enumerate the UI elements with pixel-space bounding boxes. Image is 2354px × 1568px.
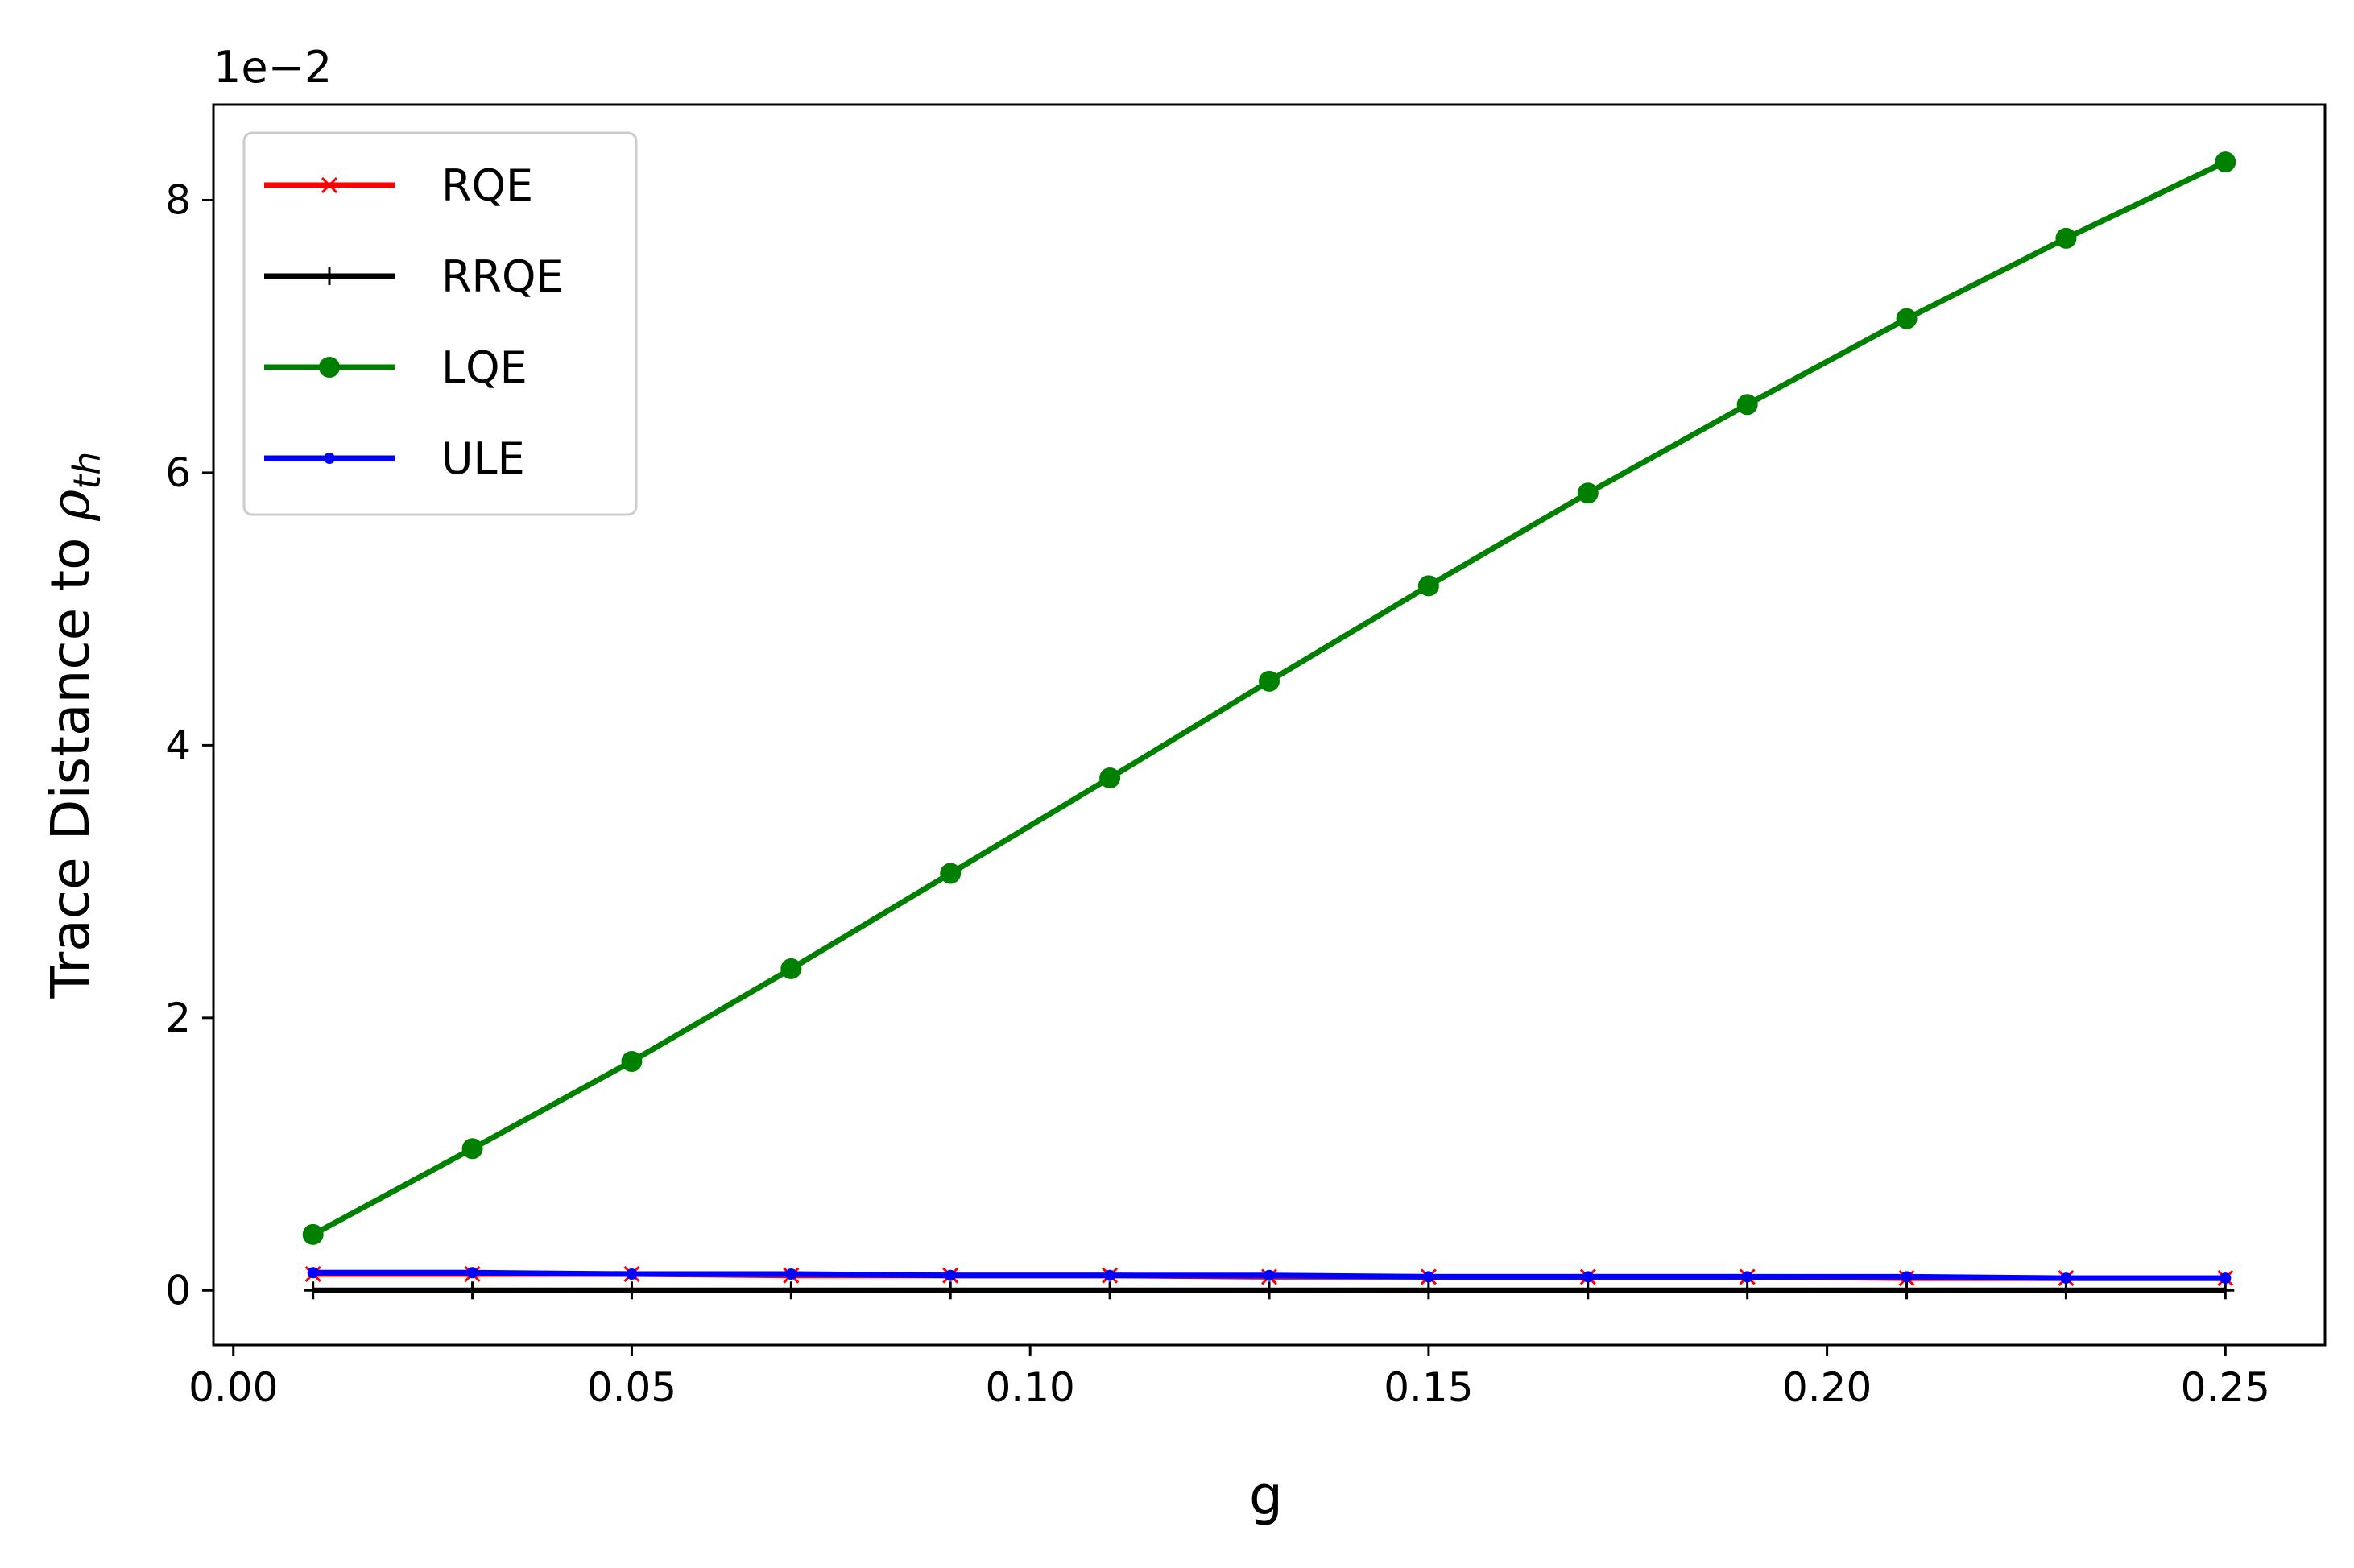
data-point-lqe bbox=[1577, 482, 1599, 504]
data-point-ule bbox=[1901, 1271, 1913, 1283]
x-tick-label: 0.10 bbox=[986, 1364, 1075, 1411]
data-point-ule bbox=[466, 1267, 478, 1279]
data-point-ule bbox=[1264, 1269, 1275, 1281]
y-offset-label: 1e−2 bbox=[213, 42, 332, 93]
legend-marker-rrqe bbox=[321, 267, 338, 285]
legend-marker-rqe bbox=[321, 176, 338, 194]
x-tick-label: 0.25 bbox=[2181, 1364, 2270, 1411]
data-point-ule bbox=[1422, 1271, 1434, 1283]
y-tick-label: 8 bbox=[165, 176, 191, 223]
x-tick-label: 0.05 bbox=[587, 1364, 676, 1411]
data-point-lqe bbox=[302, 1223, 324, 1245]
legend-box bbox=[242, 131, 638, 516]
x-tick-label: 0.15 bbox=[1384, 1364, 1473, 1411]
data-point-lqe bbox=[1736, 394, 1758, 416]
x-axis-label: g bbox=[1249, 1465, 1283, 1527]
data-point-rrqe bbox=[2216, 1281, 2235, 1300]
data-point-rrqe bbox=[1101, 1281, 1119, 1300]
legend-label-rqe: RQE bbox=[441, 160, 533, 211]
legend: RQE RRQE LQE ULE bbox=[242, 131, 638, 516]
series-rrqe bbox=[304, 1281, 2235, 1300]
legend-entry-ule: ULE bbox=[264, 433, 525, 484]
data-point-lqe bbox=[1417, 575, 1439, 597]
y-tick-label: 4 bbox=[165, 722, 191, 768]
data-point-lqe bbox=[1259, 670, 1280, 692]
x-axis: 0.00 0.05 0.10 0.15 0.20 0.25 bbox=[188, 1345, 2270, 1411]
data-point-lqe bbox=[2215, 151, 2236, 173]
y-tick-label: 6 bbox=[165, 449, 191, 496]
data-point-lqe bbox=[780, 958, 802, 979]
data-point-ule bbox=[785, 1268, 797, 1280]
legend-marker-ule bbox=[324, 453, 335, 464]
plot-frame bbox=[212, 103, 2327, 1347]
data-point-lqe bbox=[461, 1138, 483, 1160]
y-axis-label-main: Trace Distance to bbox=[39, 521, 101, 999]
data-point-rrqe bbox=[623, 1281, 641, 1300]
y-tick-label: 0 bbox=[165, 1267, 191, 1314]
data-point-ule bbox=[1104, 1269, 1116, 1281]
y-axis-label-subscript: th bbox=[65, 452, 109, 490]
legend-label-lqe: LQE bbox=[441, 342, 527, 393]
data-point-rrqe bbox=[2057, 1281, 2075, 1300]
data-point-lqe bbox=[940, 863, 962, 884]
series-layer bbox=[302, 151, 2236, 1300]
data-point-lqe bbox=[1896, 308, 1918, 329]
y-axis-label-symbol: ρ bbox=[39, 490, 101, 522]
y-axis-label: Trace Distance to ρth bbox=[39, 452, 109, 999]
series-lqe bbox=[302, 151, 2236, 1245]
data-point-lqe bbox=[621, 1051, 643, 1072]
data-point-rrqe bbox=[1738, 1281, 1756, 1300]
x-tick-label: 0.00 bbox=[188, 1364, 278, 1411]
legend-label-rrqe: RRQE bbox=[441, 251, 564, 302]
data-point-rrqe bbox=[782, 1281, 801, 1300]
data-point-rrqe bbox=[1419, 1281, 1438, 1300]
legend-entry-lqe: LQE bbox=[264, 342, 527, 393]
data-point-ule bbox=[945, 1269, 957, 1281]
y-tick-label: 2 bbox=[165, 995, 191, 1041]
data-point-ule bbox=[2220, 1272, 2232, 1285]
legend-entry-rrqe: RRQE bbox=[264, 251, 564, 302]
series-ule bbox=[307, 1267, 2232, 1285]
data-point-ule bbox=[1582, 1271, 1594, 1283]
y-axis: 0 2 4 6 8 bbox=[165, 176, 213, 1314]
data-point-ule bbox=[307, 1267, 319, 1279]
legend-entry-rqe: RQE bbox=[264, 160, 533, 211]
data-point-rrqe bbox=[1578, 1281, 1597, 1300]
marker-stroke bbox=[321, 176, 338, 194]
data-point-rrqe bbox=[1260, 1281, 1278, 1300]
data-point-rrqe bbox=[304, 1281, 322, 1300]
data-point-rrqe bbox=[941, 1281, 960, 1300]
data-point-rrqe bbox=[1897, 1281, 1916, 1300]
data-point-ule bbox=[626, 1268, 638, 1280]
data-point-lqe bbox=[1099, 767, 1121, 788]
data-point-rrqe bbox=[463, 1281, 482, 1300]
legend-label-ule: ULE bbox=[441, 433, 525, 484]
data-point-ule bbox=[2060, 1272, 2072, 1285]
x-tick-label: 0.20 bbox=[1782, 1364, 1872, 1411]
data-point-lqe bbox=[2055, 227, 2077, 249]
data-point-ule bbox=[1741, 1271, 1753, 1283]
legend-marker-lqe bbox=[319, 357, 340, 378]
